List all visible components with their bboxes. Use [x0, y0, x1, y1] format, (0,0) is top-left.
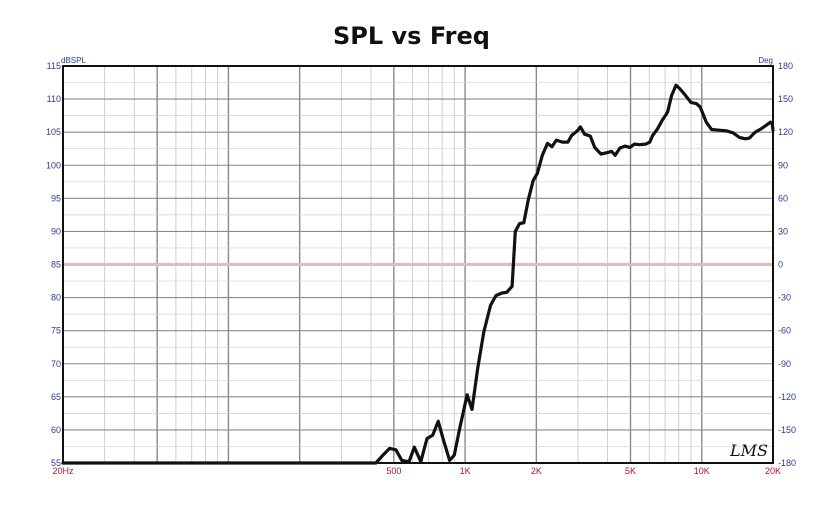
y-right-tick-label: 150 [778, 94, 793, 104]
y-left-tick-label: 110 [47, 94, 61, 104]
y-left-tick-label: 90 [51, 226, 61, 236]
y-left-tick-label: 75 [51, 326, 61, 336]
y-right-tick-label: -60 [778, 326, 791, 336]
right-axis-unit: Deg [758, 56, 773, 65]
y-left-tick-label: 80 [51, 293, 61, 303]
x-tick-label: 2K [531, 466, 542, 476]
series-layer [61, 83, 775, 465]
plot-frame [62, 65, 774, 464]
x-tick-label: 10K [694, 466, 710, 476]
y-right-tick-label: 180 [778, 61, 793, 71]
y-left-tick-label: 65 [51, 392, 61, 402]
chart-title: SPL vs Freq [333, 22, 490, 50]
y-right-tick-label: 90 [778, 160, 788, 170]
y-right-tick-label: 0 [778, 260, 783, 270]
y-right-tick-label: -120 [778, 392, 796, 402]
left-axis-ticks: 115 110 105 100 95 90 85 80 75 70 65 60 55 [46, 61, 61, 468]
y-right-tick-label: -30 [778, 293, 791, 303]
y-right-tick-label: -90 [778, 359, 791, 369]
y-left-tick-label: 95 [51, 193, 61, 203]
y-right-tick-label: 60 [778, 193, 788, 203]
left-axis-unit: dBSPL [61, 56, 86, 65]
y-left-tick-label: 70 [51, 359, 61, 369]
y-left-tick-label: 100 [46, 160, 61, 170]
y-left-tick-label: 55 [51, 458, 61, 468]
y-left-tick-label: 85 [51, 260, 61, 270]
x-tick-label: 500 [386, 466, 401, 476]
x-tick-label: 20Hz [52, 466, 74, 476]
x-tick-label: 5K [625, 466, 636, 476]
x-tick-label: 1K [460, 466, 471, 476]
y-left-tick-label: 115 [47, 61, 61, 71]
y-right-tick-label: 120 [778, 127, 793, 137]
y-left-tick-label: 105 [46, 127, 61, 137]
spl-curve [61, 83, 775, 465]
y-right-tick-label: -180 [778, 458, 796, 468]
y-left-tick-label: 60 [51, 425, 61, 435]
y-right-tick-label: 30 [778, 226, 788, 236]
right-axis-ticks: 180 150 120 90 60 30 0 -30 -60 -90 -120 -150 -180 [778, 61, 796, 468]
y-right-tick-label: -150 [778, 425, 796, 435]
x-tick-label: 20K [765, 466, 781, 476]
x-axis-ticks: 20Hz 500 1K 2K 5K 10K 20K [52, 466, 781, 476]
lms-watermark: LMS [729, 441, 768, 460]
